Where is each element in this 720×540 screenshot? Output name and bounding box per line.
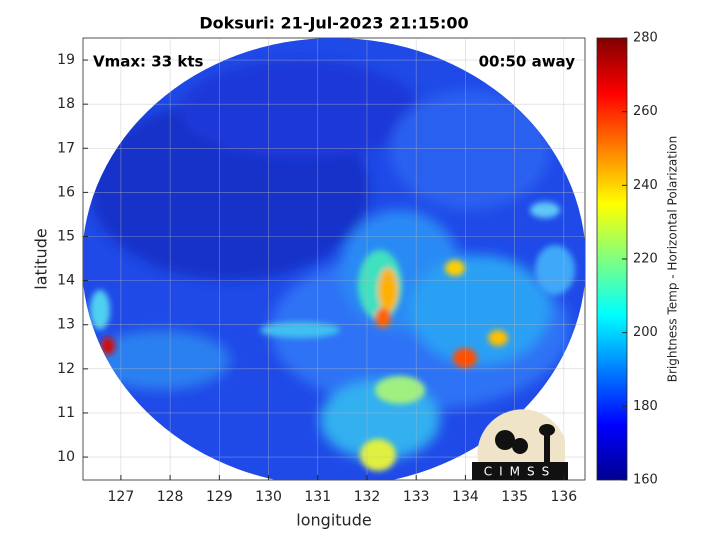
satellite-image: [83, 38, 585, 480]
x-tick-label: 136: [550, 489, 577, 505]
y-tick-label: 18: [57, 96, 75, 112]
x-axis-label: longitude: [296, 511, 371, 530]
logo-text: CIMSS: [484, 465, 557, 479]
colorbar-tick-label: 280: [633, 31, 658, 46]
colorbar-tick-label: 260: [633, 104, 658, 119]
x-tick-label: 131: [304, 489, 331, 505]
x-tick-label: 129: [206, 489, 233, 505]
annotation: Vmax: 33 kts: [93, 53, 203, 71]
colorbar-label: Brightness Temp - Horizontal Polarizatio…: [666, 136, 680, 383]
y-tick-label: 19: [57, 52, 75, 68]
annotation: 00:50 away: [479, 53, 576, 71]
cimss-logo: CIMSS: [472, 409, 568, 480]
y-tick-label: 10: [57, 449, 75, 465]
chart-title: Doksuri: 21-Jul-2023 21:15:00: [199, 14, 468, 33]
colorbar-tick-label: 220: [633, 252, 658, 267]
x-tick-label: 127: [108, 489, 135, 505]
colorbar-tick-label: 180: [633, 399, 658, 414]
x-tick-label: 128: [157, 489, 184, 505]
colorbar-tick-label: 160: [633, 473, 658, 488]
x-tick-label: 132: [354, 489, 381, 505]
y-tick-label: 15: [57, 229, 75, 245]
y-tick-label: 14: [57, 273, 75, 289]
y-tick-label: 16: [57, 184, 75, 200]
x-tick-label: 135: [501, 489, 528, 505]
y-tick-label: 17: [57, 140, 75, 156]
x-tick-label: 134: [452, 489, 479, 505]
y-tick-label: 13: [57, 317, 75, 333]
y-axis-label: latitude: [32, 228, 51, 289]
x-tick-label: 130: [255, 489, 282, 505]
y-tick-label: 11: [57, 405, 75, 421]
y-tick-label: 12: [57, 361, 75, 377]
colorbar-tick-label: 240: [633, 178, 658, 193]
x-tick-label: 133: [403, 489, 430, 505]
colorbar-tick-label: 200: [633, 325, 658, 340]
